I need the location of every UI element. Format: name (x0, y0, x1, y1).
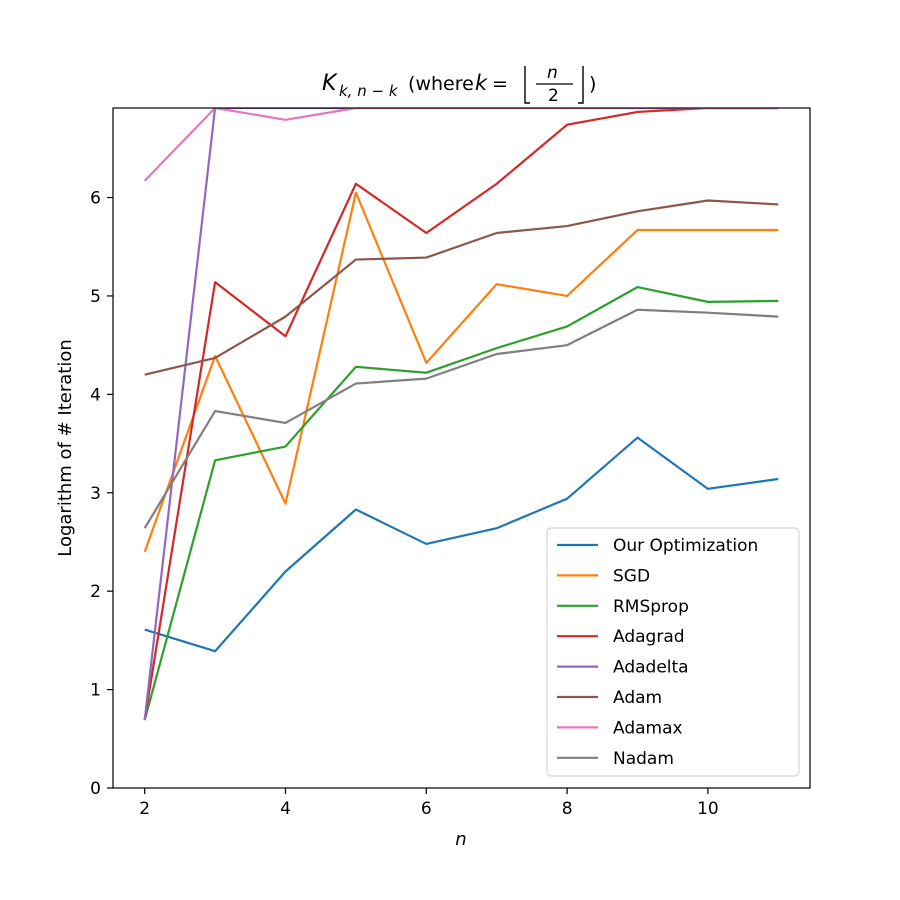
x-axis-label: n (455, 829, 466, 850)
y-tick-label: 3 (90, 484, 101, 504)
title-denominator: 2 (548, 86, 559, 106)
series-line-adamax (143, 108, 779, 182)
x-tick-label: 10 (697, 799, 719, 819)
chart-title: K k, n − k (where k = n 2 ) (322, 63, 596, 106)
x-axis: 2 4 6 8 10 (139, 788, 719, 819)
title-k-var: k (475, 71, 488, 95)
plot-frame (112, 107, 811, 789)
series-line-sgd (143, 191, 779, 553)
series-line-adam (144, 199, 779, 376)
legend-label: Nadam (613, 749, 674, 769)
x-tick-label: 4 (280, 799, 291, 819)
legend-label: Adamax (613, 718, 683, 738)
x-tick-label: 6 (421, 799, 432, 819)
series-line-our-optimization (144, 436, 779, 653)
y-tick-label: 5 (90, 287, 101, 307)
title-where-text: (where (402, 73, 480, 95)
series-line-adagrad (143, 108, 779, 721)
y-tick-label: 1 (90, 681, 101, 701)
y-tick-label: 4 (90, 385, 101, 405)
y-tick-label: 2 (90, 582, 101, 602)
y-tick-label: 0 (90, 779, 101, 799)
x-tick-label: 8 (562, 799, 573, 819)
title-numerator: n (547, 63, 558, 83)
y-axis: 0 1 2 3 4 5 6 (90, 189, 113, 799)
series-line-rmsprop (143, 286, 779, 721)
title-subscript: k, n − k (339, 82, 399, 100)
legend-label: Adam (613, 688, 662, 708)
y-axis-label: Logarithm of # Iteration (55, 339, 76, 557)
legend-label: Adagrad (613, 627, 685, 647)
title-close-paren: ) (589, 73, 596, 95)
legend-label: Our Optimization (613, 536, 758, 556)
legend-box (546, 527, 800, 777)
y-tick-label: 6 (90, 189, 101, 209)
legend-label: SGD (613, 566, 650, 586)
x-tick-label: 2 (139, 799, 150, 819)
series-layer (143, 108, 779, 721)
title-k-letter: K (322, 71, 338, 96)
title-equals: = (486, 73, 514, 95)
legend-label: Adadelta (613, 658, 689, 678)
legend: Our Optimization SGD RMSprop Adagrad Adadelt… (546, 527, 800, 777)
series-line-nadam (143, 308, 779, 529)
legend-label: RMSprop (613, 597, 689, 617)
title-floor-brackets (524, 66, 584, 104)
